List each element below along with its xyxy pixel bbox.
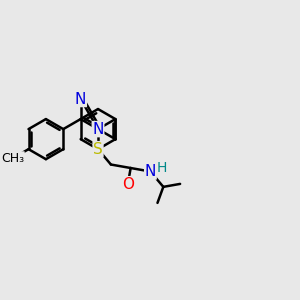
Text: N: N (75, 92, 86, 106)
Text: N: N (145, 164, 156, 179)
Text: H: H (157, 161, 167, 175)
Text: S: S (93, 142, 103, 157)
Text: O: O (122, 177, 134, 192)
Text: N: N (92, 122, 104, 136)
Text: CH₃: CH₃ (1, 152, 24, 165)
